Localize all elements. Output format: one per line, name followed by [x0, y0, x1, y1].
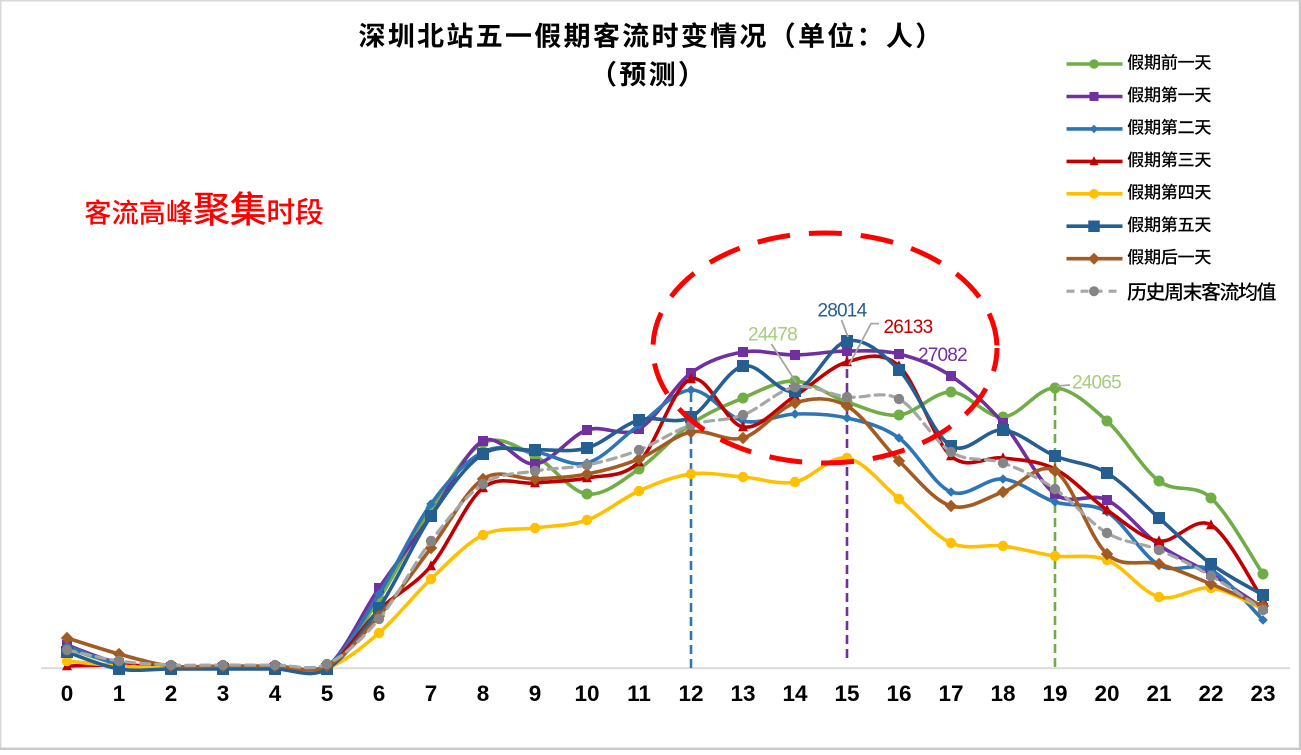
svg-text:28014: 28014 [818, 301, 868, 322]
svg-text:22: 22 [1198, 681, 1223, 706]
svg-text:23: 23 [1250, 681, 1275, 706]
svg-text:18: 18 [990, 681, 1015, 706]
svg-text:1: 1 [113, 681, 126, 706]
svg-text:12: 12 [678, 681, 703, 706]
svg-text:6: 6 [373, 681, 386, 706]
svg-text:20: 20 [1094, 681, 1119, 706]
svg-text:8: 8 [477, 681, 490, 706]
svg-text:0: 0 [61, 681, 74, 706]
svg-text:3: 3 [217, 681, 230, 706]
svg-text:7: 7 [425, 681, 438, 706]
svg-text:24478: 24478 [748, 325, 797, 346]
svg-text:17: 17 [938, 681, 963, 706]
svg-text:19: 19 [1042, 681, 1067, 706]
svg-text:5: 5 [321, 681, 334, 706]
svg-text:14: 14 [782, 681, 808, 706]
svg-text:10: 10 [574, 681, 599, 706]
svg-text:13: 13 [730, 681, 755, 706]
svg-text:26133: 26133 [884, 317, 933, 338]
svg-text:27082: 27082 [918, 345, 967, 366]
svg-text:21: 21 [1146, 681, 1171, 706]
svg-text:11: 11 [627, 681, 651, 706]
svg-text:15: 15 [834, 681, 859, 706]
svg-text:2: 2 [165, 681, 178, 706]
svg-text:4: 4 [269, 681, 282, 706]
svg-text:24065: 24065 [1072, 373, 1121, 394]
svg-text:16: 16 [886, 681, 911, 706]
svg-text:9: 9 [529, 681, 542, 706]
